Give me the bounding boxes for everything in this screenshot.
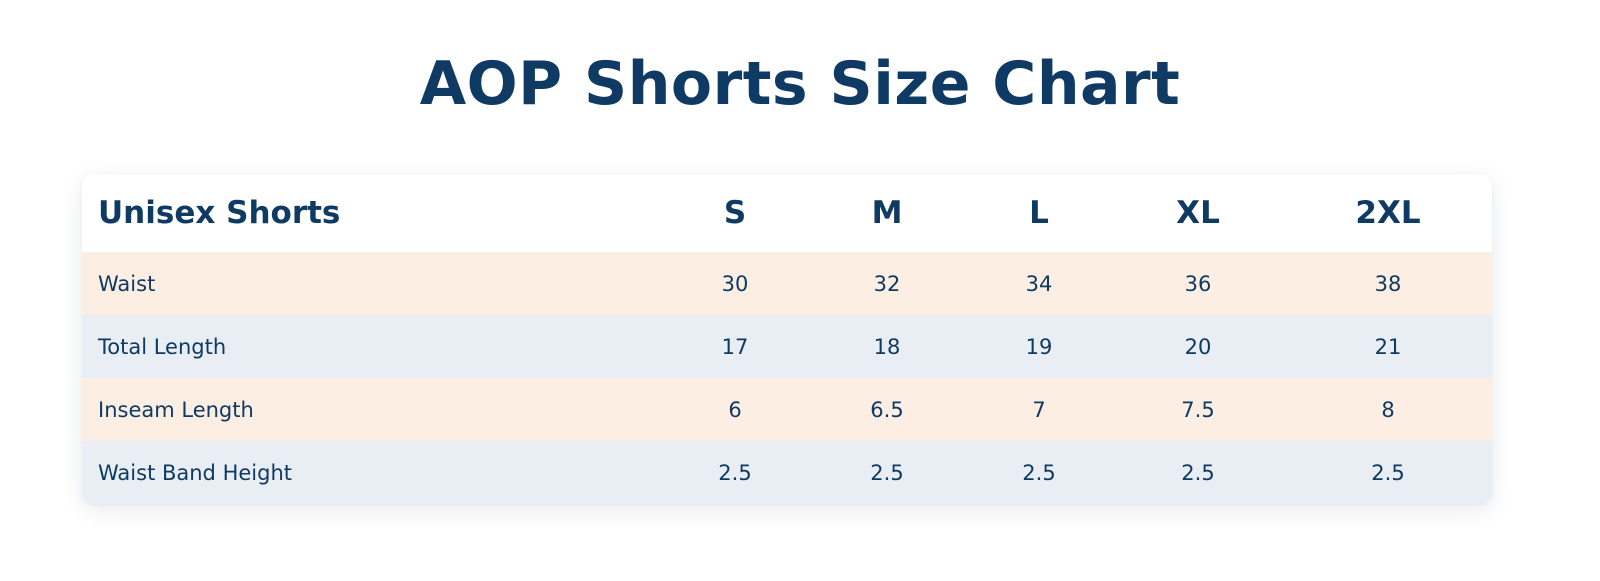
table-cell: 36 [1184,271,1212,296]
table-cell: 34 [1025,271,1053,296]
table-header-row: Unisex Shorts S M L XL 2XL [82,174,1492,252]
table-cell: 7.5 [1181,397,1215,422]
size-header-m: M [871,195,903,231]
table-cell: 2.5 [718,460,752,485]
table-cell: 2.5 [1181,460,1215,485]
table-row: Inseam Length 6 6.5 7 7.5 8 [82,378,1492,441]
size-header-xl: XL [1176,195,1220,231]
row-label-waist-band-height: Waist Band Height [98,460,292,485]
table-cell: 8 [1381,397,1395,422]
row-label-inseam-length: Inseam Length [98,397,254,422]
table-row: Total Length 17 18 19 20 21 [82,315,1492,378]
page-title: AOP Shorts Size Chart [419,49,1181,119]
table-cell: 2.5 [1022,460,1056,485]
table-cell: 2.5 [1371,460,1405,485]
table-cell: 20 [1184,334,1212,359]
table-cell: 2.5 [870,460,904,485]
size-header-s: S [723,195,747,231]
table-cell: 21 [1374,334,1402,359]
table-cell: 7 [1032,397,1046,422]
row-label-total-length: Total Length [98,334,227,359]
table-cell: 38 [1374,271,1402,296]
row-label-waist: Waist [98,271,156,296]
table-cell: 32 [873,271,901,296]
table-cell: 18 [873,334,901,359]
table-cell: 6.5 [870,397,904,422]
size-header-2xl: 2XL [1355,195,1421,231]
size-header-l: L [1029,195,1049,231]
table-row: Waist Band Height 2.5 2.5 2.5 2.5 2.5 [82,441,1492,504]
size-table: Unisex Shorts S M L XL 2XL Waist 30 32 3… [82,174,1492,504]
size-chart-card: Unisex Shorts S M L XL 2XL Waist 30 32 3… [82,174,1492,504]
table-cell: 17 [721,334,749,359]
table-cell: 30 [721,271,749,296]
table-cell: 6 [728,397,742,422]
table-cell: 19 [1025,334,1053,359]
table-row: Waist 30 32 34 36 38 [82,252,1492,315]
table-corner-label: Unisex Shorts [98,195,341,231]
